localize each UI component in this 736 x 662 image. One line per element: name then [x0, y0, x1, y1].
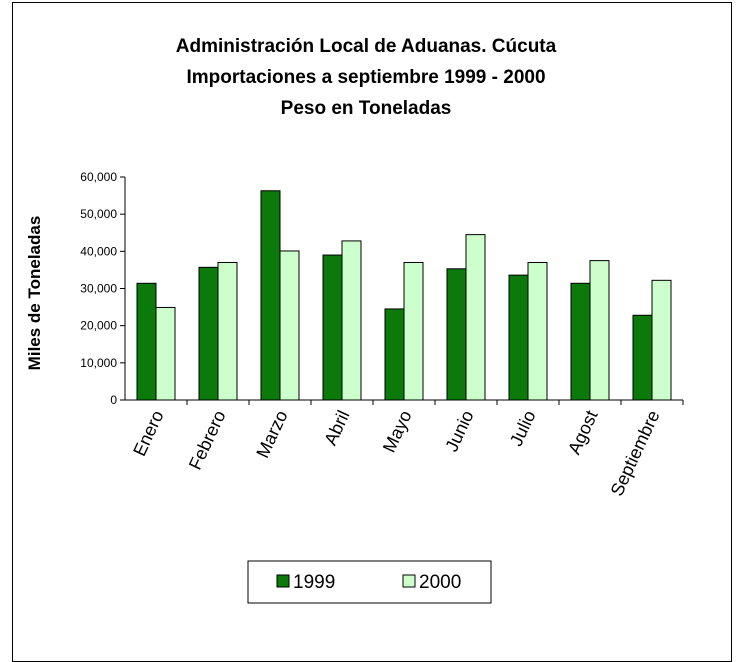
legend-label-1999: 1999 — [293, 572, 335, 593]
y-tick-label: 20,000 — [80, 319, 117, 333]
y-tick-label: 60,000 — [80, 170, 117, 184]
y-axis-label: Miles de Toneladas — [25, 216, 44, 371]
legend-label-2000: 2000 — [419, 572, 461, 593]
bar-2000-marzo — [279, 250, 300, 401]
x-tick-label: Abril — [320, 407, 353, 448]
x-tick-label: Febrero — [185, 407, 230, 473]
bar-1999-febrero — [198, 266, 219, 401]
y-tick-label: 40,000 — [80, 244, 117, 258]
x-tick-label: Junio — [441, 407, 477, 454]
y-axis-ticks: 0 10,000 20,000 30,000 40,000 50,000 60,000 — [80, 170, 125, 407]
x-tick-label: Septiembre — [607, 407, 664, 499]
chart-title-line-3: Peso en Toneladas — [281, 98, 452, 119]
legend: 1999 2000 — [247, 560, 492, 604]
bar-1999-marzo — [260, 190, 281, 401]
bars — [136, 190, 672, 401]
bar-1999-septiembre — [632, 314, 653, 401]
bar-1999-agost — [570, 282, 591, 401]
bar-1999-mayo — [384, 308, 405, 401]
axes — [124, 177, 683, 401]
x-tick-label: Julio — [506, 407, 540, 449]
y-tick-label: 0 — [110, 393, 117, 407]
bar-2000-febrero — [217, 261, 238, 401]
bar-2000-septiembre — [651, 279, 672, 401]
x-axis-ticks: Enero Febrero Marzo Abril Mayo Junio Julio Agos… — [129, 400, 684, 499]
bar-2000-abril — [341, 240, 362, 401]
bar-1999-abril — [322, 254, 343, 401]
y-tick-label: 50,000 — [80, 207, 117, 221]
bar-1999-enero — [136, 282, 157, 401]
y-tick-label: 10,000 — [80, 356, 117, 370]
x-tick-label: Agost — [564, 407, 602, 457]
legend-swatch-2000 — [402, 574, 416, 588]
bar-1999-junio — [446, 268, 467, 401]
x-tick-label: Mayo — [379, 407, 416, 455]
chart-title: Administración Local de Aduanas. Cúcuta … — [176, 36, 557, 119]
bar-2000-agost — [589, 260, 610, 401]
x-tick-label: Marzo — [252, 407, 291, 461]
bar-2000-julio — [527, 261, 548, 401]
y-tick-label: 30,000 — [80, 282, 117, 296]
bar-2000-enero — [155, 306, 176, 401]
chart-frame — [12, 2, 732, 662]
x-tick-label: Enero — [129, 407, 167, 459]
bar-2000-junio — [465, 234, 486, 401]
bar-1999-julio — [508, 274, 529, 401]
bar-2000-mayo — [403, 261, 424, 401]
chart-title-line-2: Importaciones a septiembre 1999 - 2000 — [186, 67, 545, 88]
legend-swatch-1999 — [276, 574, 290, 588]
chart-title-line-1: Administración Local de Aduanas. Cúcuta — [176, 36, 557, 57]
